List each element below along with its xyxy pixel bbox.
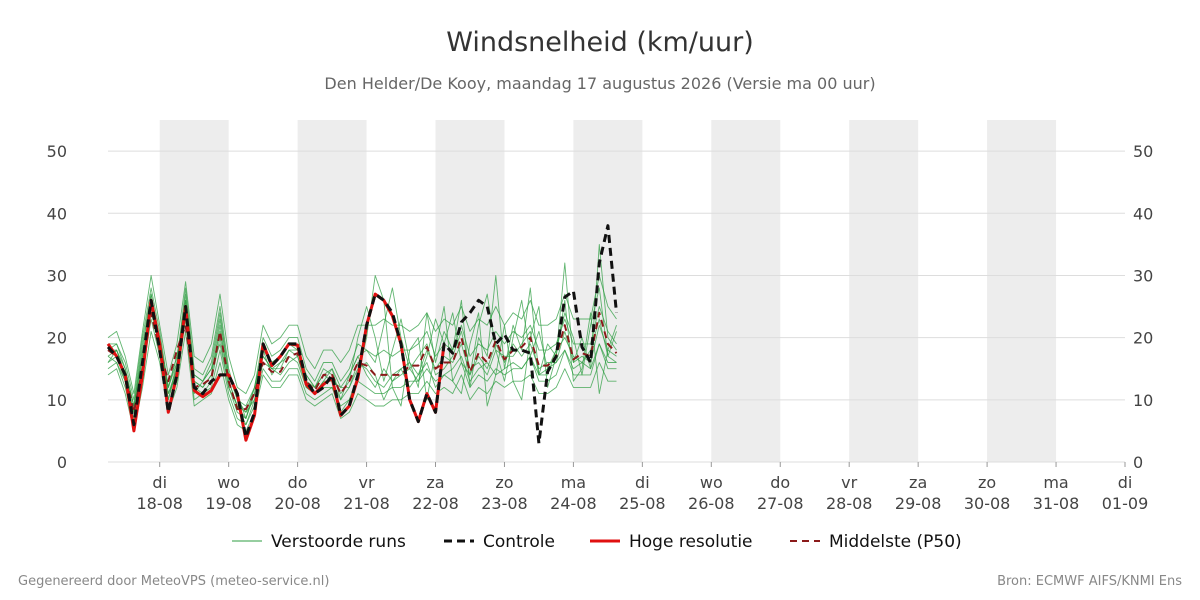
y-tick-right-40: 40 bbox=[1133, 204, 1153, 223]
x-tick-day-19-08: wo bbox=[217, 473, 240, 492]
legend: Verstoorde runs Controle Hoge resolutie … bbox=[232, 532, 962, 552]
weekend-band-6 bbox=[987, 120, 1057, 462]
x-tick-date-24-08: 24-08 bbox=[550, 494, 597, 513]
weekend-band-3 bbox=[573, 120, 643, 462]
y-tick-right-10: 10 bbox=[1133, 391, 1153, 410]
weekend-bands bbox=[159, 120, 1057, 462]
y-tick-right-0: 0 bbox=[1133, 453, 1143, 472]
x-tick-date-30-08: 30-08 bbox=[964, 494, 1011, 513]
y-tick-left-0: 0 bbox=[57, 453, 67, 472]
x-tick-day-18-08: di bbox=[152, 473, 167, 492]
x-tick-date-01-09: 01-09 bbox=[1102, 494, 1149, 513]
x-tick-date-27-08: 27-08 bbox=[757, 494, 804, 513]
x-tick-date-23-08: 23-08 bbox=[481, 494, 528, 513]
y-tick-left-20: 20 bbox=[47, 329, 67, 348]
x-tick-day-28-08: vr bbox=[841, 473, 857, 492]
x-tick-day-21-08: vr bbox=[359, 473, 375, 492]
x-tick-day-01-09: di bbox=[1118, 473, 1133, 492]
chart-subtitle: Den Helder/De Kooy, maandag 17 augustus … bbox=[324, 74, 875, 93]
x-tick-day-26-08: wo bbox=[700, 473, 723, 492]
y-axis-right: 0 10 20 30 40 50 bbox=[1133, 142, 1153, 472]
x-tick-day-29-08: za bbox=[909, 473, 927, 492]
x-tick-date-29-08: 29-08 bbox=[895, 494, 942, 513]
x-tick-date-22-08: 22-08 bbox=[412, 494, 459, 513]
x-tick-day-31-08: ma bbox=[1043, 473, 1068, 492]
y-tick-right-50: 50 bbox=[1133, 142, 1153, 161]
chart-title: Windsnelheid (km/uur) bbox=[446, 27, 754, 58]
legend-label-hires: Hoge resolutie bbox=[629, 532, 753, 552]
y-tick-left-50: 50 bbox=[47, 142, 67, 161]
x-tick-day-20-08: do bbox=[288, 473, 308, 492]
weekend-band-2 bbox=[435, 120, 505, 462]
y-axis-left: 0 10 20 30 40 50 bbox=[47, 142, 67, 472]
x-tick-date-31-08: 31-08 bbox=[1033, 494, 1080, 513]
y-tick-left-30: 30 bbox=[47, 266, 67, 285]
x-tick-date-20-08: 20-08 bbox=[274, 494, 321, 513]
weekend-band-4 bbox=[711, 120, 781, 462]
x-tick-date-26-08: 26-08 bbox=[688, 494, 735, 513]
x-tick-date-21-08: 21-08 bbox=[343, 494, 390, 513]
x-tick-day-25-08: di bbox=[635, 473, 650, 492]
y-tick-left-10: 10 bbox=[47, 391, 67, 410]
y-tick-right-20: 20 bbox=[1133, 329, 1153, 348]
x-tick-date-19-08: 19-08 bbox=[205, 494, 252, 513]
highlighted-series bbox=[106, 224, 618, 445]
weekend-band-5 bbox=[849, 120, 919, 462]
x-tick-day-30-08: zo bbox=[978, 473, 996, 492]
legend-label-median: Middelste (P50) bbox=[829, 532, 962, 552]
gridlines bbox=[108, 150, 1125, 463]
footer-generated-by: Gegenereerd door MeteoVPS (meteo-service… bbox=[18, 574, 329, 589]
y-tick-right-30: 30 bbox=[1133, 266, 1153, 285]
legend-label-control: Controle bbox=[483, 532, 555, 552]
x-axis: di 18-08 wo 19-08 do 20-08 vr 21-08 za 22-08 zo 23-… bbox=[136, 462, 1148, 513]
legend-label-members: Verstoorde runs bbox=[271, 532, 406, 552]
x-tick-date-28-08: 28-08 bbox=[826, 494, 873, 513]
x-tick-day-24-08: ma bbox=[561, 473, 586, 492]
x-tick-day-27-08: do bbox=[770, 473, 790, 492]
x-tick-day-22-08: za bbox=[426, 473, 444, 492]
series-controle bbox=[106, 224, 618, 445]
x-tick-day-23-08: zo bbox=[495, 473, 513, 492]
weekend-band-1 bbox=[297, 120, 367, 462]
x-tick-date-25-08: 25-08 bbox=[619, 494, 666, 513]
footer-source: Bron: ECMWF AIFS/KNMI Ens bbox=[997, 574, 1182, 589]
x-tick-date-18-08: 18-08 bbox=[136, 494, 183, 513]
y-tick-left-40: 40 bbox=[47, 204, 67, 223]
